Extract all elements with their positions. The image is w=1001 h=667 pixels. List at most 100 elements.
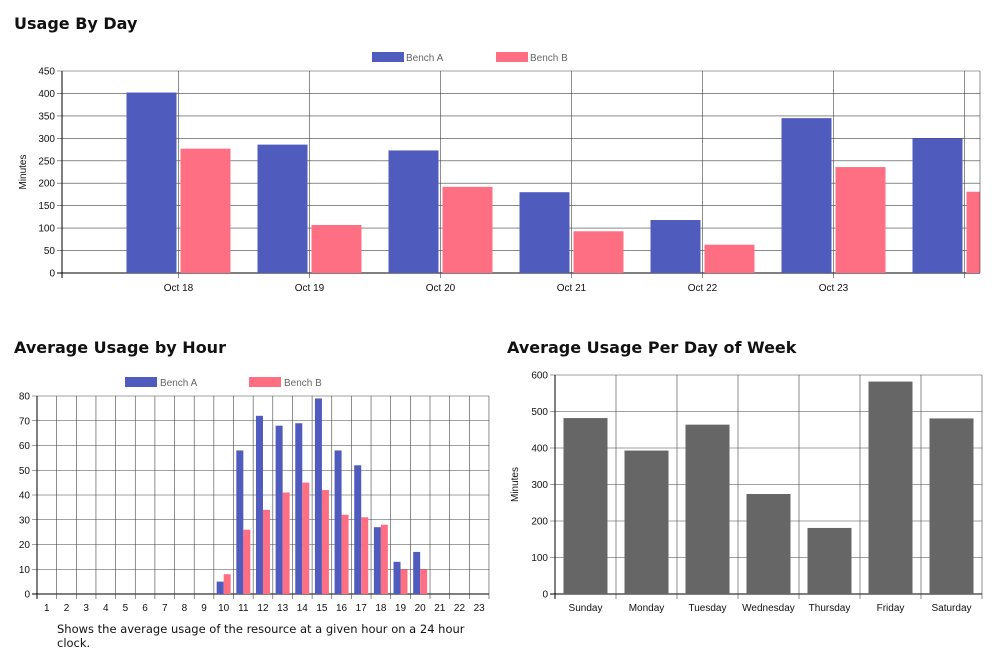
- x-tick-label: Oct 23: [819, 283, 849, 294]
- bars-group: [563, 381, 974, 594]
- bar-bench-a: [388, 150, 439, 273]
- legend-label: Bench A: [160, 378, 198, 389]
- bar-bench-a: [295, 423, 303, 594]
- y-tick-label: 40: [19, 491, 31, 502]
- x-tick-label: 3: [83, 603, 89, 614]
- x-tick-label: Tuesday: [689, 603, 727, 614]
- usage-per-weekday-title: Average Usage Per Day of Week: [507, 338, 797, 357]
- bar-bench-a: [257, 144, 308, 273]
- x-tick-label: 5: [123, 603, 129, 614]
- y-tick-label: 600: [531, 371, 548, 382]
- bar-bench-a: [393, 561, 401, 594]
- bar-bench-b: [966, 191, 980, 273]
- bar-bench-a: [650, 220, 701, 273]
- x-tick-label: 20: [415, 603, 427, 614]
- legend-swatch: [496, 52, 528, 62]
- legend-swatch: [249, 377, 281, 387]
- bar-bench-b: [311, 224, 362, 273]
- bar-bench-b: [400, 569, 408, 594]
- bar-bench-b: [302, 482, 310, 594]
- bar-bench-b: [361, 517, 369, 594]
- y-tick-label: 70: [19, 416, 31, 427]
- y-tick-label: 100: [38, 224, 55, 235]
- bar-bench-b: [573, 231, 624, 273]
- y-tick-label: 50: [44, 246, 56, 257]
- y-tick-label: 400: [531, 444, 548, 455]
- bar-bench-b: [180, 148, 231, 273]
- legend-label: Bench B: [530, 53, 568, 64]
- x-tick-label: Friday: [877, 603, 905, 614]
- bar-bench-b: [420, 569, 428, 594]
- x-tick-label: 15: [316, 603, 328, 614]
- bar-bench-a: [275, 425, 283, 594]
- bar-bench-a: [373, 527, 381, 594]
- x-tick-label: 11: [238, 603, 249, 614]
- bars-group: [126, 92, 980, 274]
- usage-by-hour-title: Average Usage by Hour: [14, 338, 226, 357]
- bar-minutes: [563, 418, 608, 594]
- x-tick-label: Saturday: [931, 603, 971, 614]
- x-tick-label: 12: [257, 603, 269, 614]
- bar-minutes: [624, 450, 669, 594]
- bar-bench-a: [519, 192, 570, 273]
- bar-bench-a: [334, 450, 342, 594]
- x-tick-label: 4: [103, 603, 109, 614]
- usage-by-day-title: Usage By Day: [14, 14, 138, 33]
- y-tick-label: 30: [19, 515, 31, 526]
- y-tick-label: 400: [38, 89, 55, 100]
- bar-bench-b: [262, 509, 270, 594]
- bar-bench-b: [341, 514, 349, 594]
- y-tick-label: 500: [531, 407, 548, 418]
- x-tick-label: 8: [182, 603, 188, 614]
- y-tick-label: 20: [19, 540, 31, 551]
- y-tick-label: 250: [38, 156, 55, 167]
- x-tick-label: Oct 22: [688, 283, 718, 294]
- y-tick-label: 0: [24, 590, 30, 601]
- x-tick-label: 1: [44, 603, 50, 614]
- y-tick-label: 150: [38, 201, 55, 212]
- x-tick-label: Sunday: [569, 603, 603, 614]
- bar-bench-a: [216, 581, 224, 594]
- y-tick-label: 60: [19, 441, 31, 452]
- bar-bench-b: [321, 490, 329, 594]
- bar-bench-a: [236, 450, 244, 594]
- x-tick-label: 23: [474, 603, 486, 614]
- bar-bench-b: [704, 244, 755, 273]
- hour-chart-caption: Shows the average usage of the resource …: [57, 622, 465, 650]
- y-tick-label: 300: [531, 480, 548, 491]
- y-tick-label: 200: [531, 517, 548, 528]
- x-tick-label: 14: [297, 603, 309, 614]
- bar-bench-b: [282, 492, 290, 594]
- legend-swatch: [372, 52, 404, 62]
- bar-minutes: [868, 381, 913, 594]
- bar-bench-b: [380, 524, 388, 594]
- bar-bench-a: [354, 465, 362, 594]
- bar-bench-b: [442, 186, 493, 273]
- x-tick-label: 19: [395, 603, 407, 614]
- legend-label: Bench B: [284, 378, 322, 389]
- bar-minutes: [746, 493, 791, 594]
- bar-bench-a: [126, 92, 177, 274]
- x-tick-label: Oct 20: [426, 283, 456, 294]
- x-tick-label: 2: [64, 603, 70, 614]
- x-tick-label: Monday: [629, 603, 665, 614]
- x-tick-label: 10: [218, 603, 230, 614]
- x-tick-label: Thursday: [809, 603, 851, 614]
- y-axis-label: Minutes: [18, 154, 29, 189]
- y-tick-label: 450: [38, 67, 55, 78]
- y-tick-label: 10: [19, 565, 31, 576]
- bar-bench-b: [223, 574, 231, 594]
- y-axis-label: Minutes: [510, 467, 521, 502]
- y-tick-label: 0: [49, 269, 55, 280]
- bars-group: [216, 398, 428, 594]
- y-tick-label: 200: [38, 179, 55, 190]
- x-tick-label: 6: [142, 603, 148, 614]
- bar-bench-a: [314, 398, 322, 594]
- bar-bench-a: [781, 118, 832, 273]
- y-tick-label: 80: [19, 392, 31, 403]
- legend-swatch: [125, 377, 157, 387]
- x-tick-label: Oct 19: [295, 283, 325, 294]
- bar-bench-a: [413, 551, 421, 594]
